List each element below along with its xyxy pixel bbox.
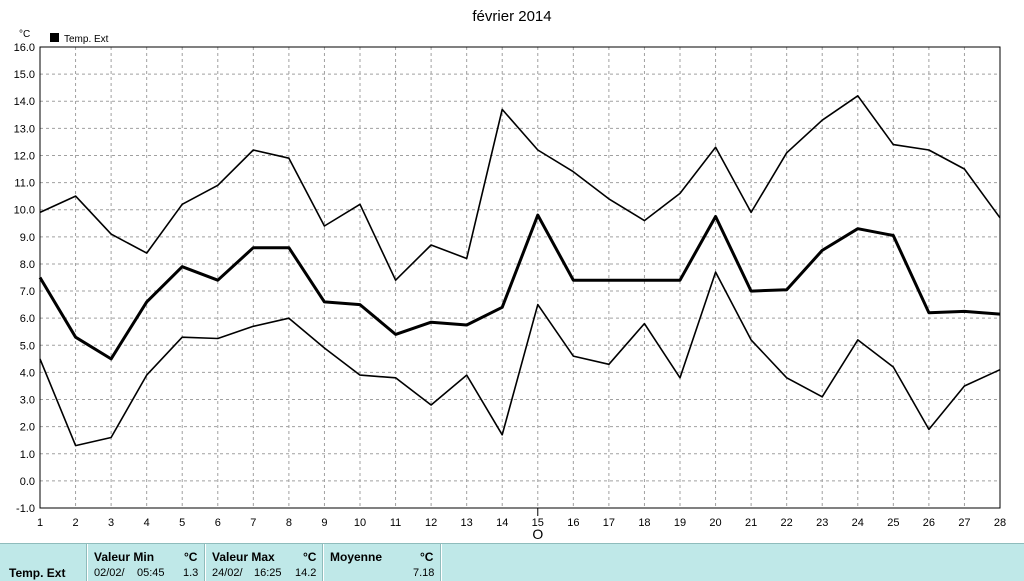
avg-header: Moyenne — [330, 550, 383, 564]
x-tick-label: 24 — [852, 517, 864, 529]
y-axis-ticks: 16.0 15.0 14.0 13.0 12.0 11.0 10.0 9.0 8.0 7.0 6.0… — [14, 42, 35, 515]
legend-swatch — [50, 33, 59, 42]
divider — [86, 544, 87, 581]
max-time: 16:25 — [254, 567, 282, 579]
y-tick-label: 4.0 — [20, 367, 35, 379]
x-tick-label: 25 — [887, 517, 899, 529]
x-tick-label: 10 — [354, 517, 366, 529]
x-tick-label: 26 — [923, 517, 935, 529]
divider — [204, 544, 205, 581]
y-tick-label: 11.0 — [14, 178, 35, 190]
x-tick-label: 6 — [215, 517, 221, 529]
x-tick-label: 28 — [994, 517, 1006, 529]
x-tick-label: 3 — [108, 517, 114, 529]
y-tick-label: 12.0 — [14, 150, 35, 162]
date-marker: O — [532, 508, 543, 542]
x-tick-label: 21 — [745, 517, 757, 529]
date-marker-label: O — [532, 526, 543, 542]
x-tick-label: 4 — [144, 517, 150, 529]
temperature-chart: février 2014 °C Temp. Ext 16.015.014.013… — [14, 8, 1007, 542]
x-tick-label: 9 — [321, 517, 327, 529]
y-tick-label: 8.0 — [20, 259, 35, 271]
x-tick-label: 13 — [461, 517, 473, 529]
series-line-mean — [38, 213, 1001, 361]
x-tick-label: 16 — [567, 517, 579, 529]
x-tick-label: 17 — [603, 517, 615, 529]
y-tick-label: 3.0 — [20, 395, 35, 407]
x-tick-label: 27 — [958, 517, 970, 529]
y-tick-label: 13.0 — [14, 123, 35, 135]
x-tick-label: 1 — [37, 517, 43, 529]
stats-panel: Temp. Ext Valeur Min °C 02/02/ 05:45 1.3… — [0, 543, 1024, 581]
series-line-max — [39, 95, 1001, 282]
y-tick-label: 9.0 — [20, 232, 35, 244]
min-value: 1.3 — [183, 567, 199, 579]
avg-unit: °C — [420, 550, 434, 564]
y-tick-label: 0.0 — [20, 476, 35, 488]
x-tick-label: 22 — [781, 517, 793, 529]
x-tick-label: 23 — [816, 517, 828, 529]
plot-frame — [39, 46, 1001, 509]
divider — [205, 544, 206, 581]
stats-row-label: Temp. Ext — [9, 566, 66, 580]
y-tick-label: 10.0 — [14, 205, 35, 217]
chart-title: février 2014 — [472, 8, 551, 25]
legend-label: Temp. Ext — [64, 34, 109, 45]
min-time: 05:45 — [137, 567, 165, 579]
x-axis-ticks: 1 2 3 4 5 6 7 8 9 10 11 12 13 14 15 16 17 18 19 20 21 22 23 24 2… — [37, 517, 1006, 529]
x-tick-label: 20 — [709, 517, 721, 529]
x-tick-label: 19 — [674, 517, 686, 529]
max-date: 24/02/ — [212, 567, 243, 579]
grid-lines — [40, 47, 1000, 508]
avg-value: 7.18 — [413, 567, 435, 579]
divider — [87, 544, 88, 581]
y-tick-label: 5.0 — [20, 340, 35, 352]
max-unit: °C — [303, 550, 317, 564]
max-value: 14.2 — [295, 567, 317, 579]
divider — [441, 544, 442, 581]
y-tick-label: 14.0 — [14, 96, 35, 108]
y-tick-label: 1.0 — [20, 449, 35, 461]
divider — [440, 544, 441, 581]
min-date: 02/02/ — [94, 567, 125, 579]
x-tick-label: 8 — [286, 517, 292, 529]
series-lines — [38, 95, 1001, 447]
x-tick-label: 15 — [532, 517, 544, 529]
x-tick-label: 2 — [72, 517, 78, 529]
y-tick-label: 7.0 — [20, 286, 35, 298]
series-line-min — [39, 271, 1001, 447]
x-tick-label: 18 — [638, 517, 650, 529]
x-tick-label: 5 — [179, 517, 185, 529]
y-tick-label: 16.0 — [14, 42, 35, 54]
divider — [322, 544, 323, 581]
divider — [323, 544, 324, 581]
y-axis-unit-label: °C — [19, 29, 30, 40]
y-tick-label: -1.0 — [16, 503, 35, 515]
y-tick-label: 6.0 — [20, 313, 35, 325]
min-unit: °C — [184, 550, 198, 564]
min-header: Valeur Min — [94, 550, 155, 564]
x-tick-label: 12 — [425, 517, 437, 529]
max-header: Valeur Max — [212, 550, 275, 564]
x-tick-label: 14 — [496, 517, 508, 529]
y-tick-label: 2.0 — [20, 422, 35, 434]
x-tick-label: 11 — [390, 517, 401, 529]
x-tick-label: 7 — [250, 517, 256, 529]
y-tick-label: 15.0 — [14, 69, 35, 81]
